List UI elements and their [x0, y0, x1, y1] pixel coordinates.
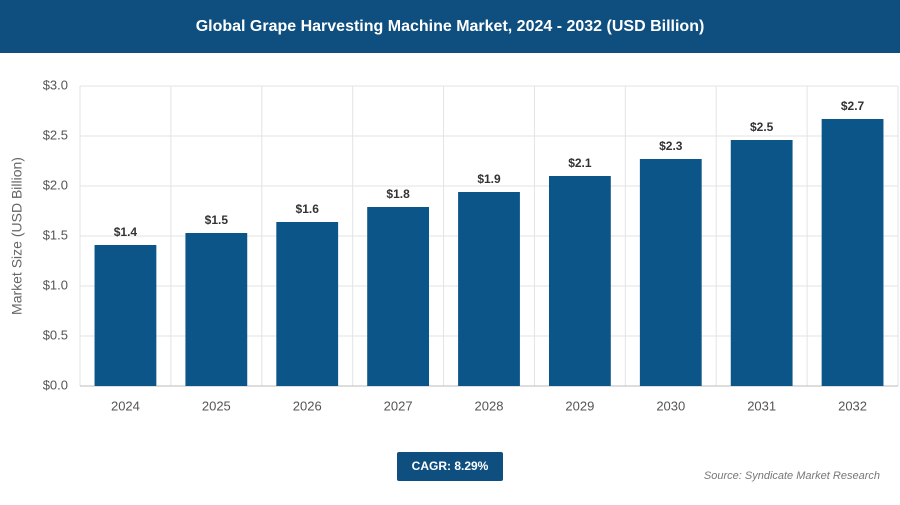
value-label: $2.3: [659, 139, 683, 153]
value-label: $2.1: [568, 156, 592, 170]
bar: [94, 245, 157, 386]
value-label: $1.8: [386, 187, 410, 201]
bar: [821, 119, 884, 386]
bar: [639, 159, 702, 386]
y-tick-label: $1.0: [43, 277, 68, 292]
value-label: $1.6: [296, 202, 320, 216]
cagr-box: [397, 452, 503, 481]
x-tick-label: 2027: [384, 398, 413, 413]
bar: [458, 192, 520, 386]
y-tick-label: $1.5: [43, 227, 68, 242]
x-tick-label: 2024: [111, 398, 140, 413]
bar: [185, 233, 248, 386]
value-label: $2.5: [750, 120, 774, 134]
y-tick-label: $3.0: [43, 77, 68, 92]
y-tick-label: $2.0: [43, 177, 68, 192]
y-tick-label: $0.0: [43, 377, 68, 392]
header-bar: [0, 0, 900, 53]
y-tick-label: $0.5: [43, 327, 68, 342]
y-axis-label: Market Size (USD Billion): [9, 157, 25, 315]
x-tick-label: 2028: [475, 398, 504, 413]
bar: [548, 176, 611, 386]
x-tick-label: 2031: [747, 398, 776, 413]
chart-title: Global Grape Harvesting Machine Market, …: [196, 18, 705, 35]
x-tick-label: 2030: [656, 398, 685, 413]
value-label: $2.7: [841, 99, 865, 113]
x-tick-label: 2032: [838, 398, 867, 413]
source-note: Source: Syndicate Market Research: [704, 470, 880, 482]
bar: [730, 140, 793, 386]
x-tick-label: 2025: [202, 398, 231, 413]
value-label: $1.4: [114, 225, 138, 239]
x-tick-label: 2029: [565, 398, 594, 413]
value-label: $1.9: [477, 172, 501, 186]
value-label: $1.5: [205, 213, 229, 227]
y-tick-label: $2.5: [43, 127, 68, 142]
x-tick-label: 2026: [293, 398, 322, 413]
bar: [367, 207, 430, 386]
cagr-label: CAGR: 8.29%: [412, 459, 489, 473]
bar: [276, 222, 339, 386]
